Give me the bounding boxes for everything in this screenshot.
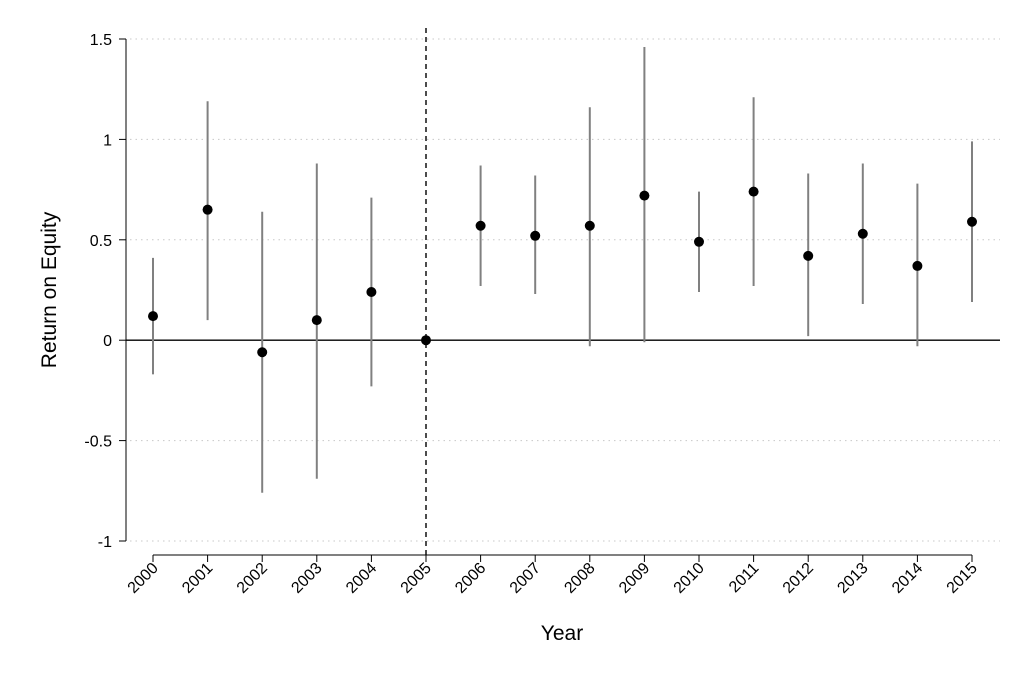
y-axis: 1.5 1 0.5 0 -0.5 -1 bbox=[84, 32, 127, 551]
point-estimate bbox=[803, 250, 814, 261]
point-estimates bbox=[148, 186, 977, 358]
point-estimate bbox=[311, 315, 322, 326]
point-estimate bbox=[530, 230, 541, 241]
point-estimate bbox=[748, 186, 759, 197]
x-axis-title: Year bbox=[541, 622, 583, 645]
y-tick-label: -1 bbox=[98, 534, 112, 551]
y-tick-label: -0.5 bbox=[84, 434, 112, 451]
point-estimate bbox=[257, 347, 268, 358]
point-estimate bbox=[366, 287, 377, 298]
point-estimate bbox=[584, 220, 595, 231]
y-tick-label: 1 bbox=[103, 132, 112, 149]
y-axis-title: Return on Equity bbox=[38, 211, 61, 368]
point-estimate bbox=[475, 220, 486, 231]
point-estimate bbox=[912, 260, 923, 271]
point-estimate bbox=[967, 216, 977, 227]
y-tick-label: 1.5 bbox=[90, 32, 112, 49]
point-estimate bbox=[202, 204, 213, 215]
point-estimate bbox=[148, 311, 158, 322]
point-estimate bbox=[857, 228, 868, 239]
point-estimate bbox=[639, 190, 650, 201]
point-estimate bbox=[421, 335, 431, 346]
y-tick-label: 0.5 bbox=[90, 233, 112, 250]
reference-lines bbox=[126, 28, 1000, 555]
y-tick-label: 0 bbox=[103, 333, 112, 350]
point-estimate bbox=[694, 236, 704, 247]
gridlines bbox=[130, 38, 1000, 542]
